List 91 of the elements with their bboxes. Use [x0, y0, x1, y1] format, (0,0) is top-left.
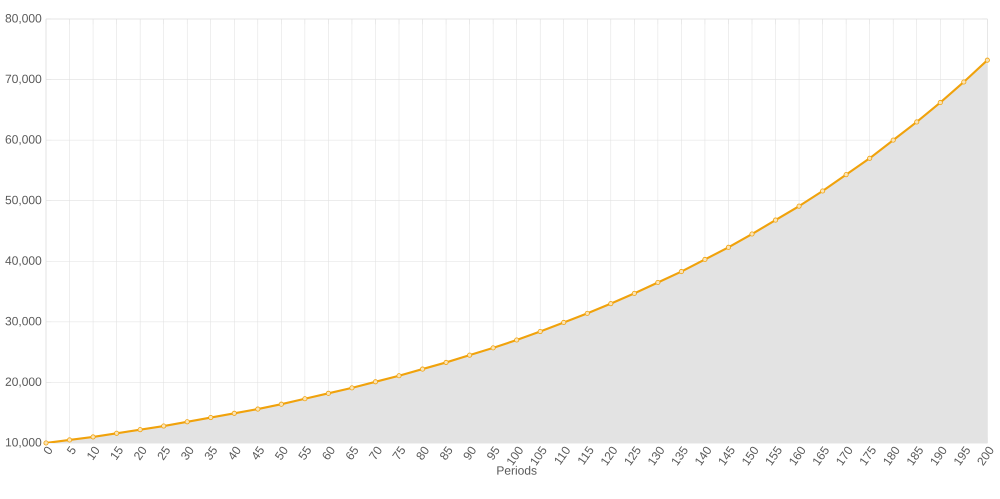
x-tick-label: 145	[719, 446, 734, 466]
point	[444, 360, 449, 365]
x-tick-label: 95	[487, 446, 500, 460]
x-tick-label: 20	[134, 446, 146, 460]
x-tick-label: 45	[252, 446, 264, 460]
x-tick-label: 190	[931, 446, 946, 466]
y-tick-label: 20,000	[6, 377, 42, 388]
point	[773, 218, 778, 223]
x-tick-label: 155	[766, 446, 782, 466]
point	[632, 290, 637, 296]
x-tick-label: 185	[908, 446, 923, 466]
y-tick-label: 80,000	[6, 14, 42, 24]
point	[867, 156, 872, 161]
x-tick-label: 175	[860, 446, 876, 466]
x-tick-label: 115	[578, 446, 594, 465]
x-tick-label: 125	[625, 446, 640, 466]
point	[255, 406, 260, 412]
point	[844, 172, 849, 178]
x-tick-label: 100	[507, 446, 523, 466]
x-tick-label: 5	[66, 446, 76, 454]
x-tick-label: 35	[204, 446, 217, 460]
point	[890, 138, 896, 143]
point	[302, 396, 308, 402]
x-tick-label: 195	[954, 446, 970, 466]
x-tick-label: 140	[696, 446, 711, 466]
x-tick-label: 110	[555, 446, 570, 465]
x-tick-label: 65	[346, 446, 358, 460]
y-tick-label: 50,000	[6, 196, 42, 206]
y-tick-label: 40,000	[5, 256, 42, 266]
point	[349, 385, 354, 390]
y-tick-label: 60,000	[6, 135, 42, 146]
x-tick-label: 130	[648, 446, 664, 466]
point	[820, 188, 826, 194]
x-tick-label: 90	[464, 446, 476, 460]
point	[138, 427, 143, 432]
point	[961, 79, 966, 85]
x-tick-label: 50	[274, 446, 288, 460]
point	[278, 402, 284, 407]
y-tick-label: 30,000	[6, 316, 42, 327]
point	[678, 269, 684, 274]
point	[796, 204, 802, 209]
x-tick-label: 160	[790, 446, 806, 466]
x-tick-label: 55	[298, 446, 311, 460]
point	[984, 58, 990, 63]
point	[326, 390, 331, 396]
x-tick-label: 60	[322, 446, 334, 460]
x-tick-label: 120	[602, 446, 617, 466]
point	[914, 119, 920, 124]
point	[420, 366, 426, 372]
x-tick-label: 0	[44, 446, 52, 454]
point	[726, 244, 731, 250]
x-tick-label: 85	[440, 446, 452, 460]
point	[114, 430, 120, 436]
x-tick-label: 30	[181, 446, 194, 460]
x-tick-label: 25	[158, 446, 170, 460]
point	[467, 352, 472, 358]
x-tick-label: 15	[111, 446, 123, 460]
x-tick-label: 80	[416, 446, 428, 460]
x-axis-title: Periods	[497, 466, 537, 475]
point	[702, 256, 708, 262]
x-tick-label: 180	[884, 446, 900, 466]
x-tick-label: 105	[530, 446, 546, 466]
x-tick-label: 170	[836, 446, 852, 466]
point	[184, 419, 190, 424]
y-tick-label: 10,000	[6, 438, 42, 448]
point	[561, 320, 566, 325]
point	[90, 434, 96, 440]
x-tick-label: 200	[978, 446, 994, 466]
point	[655, 280, 660, 286]
point	[372, 379, 378, 384]
x-tick-label: 70	[368, 446, 382, 460]
x-tick-label: 75	[392, 446, 405, 460]
point	[43, 440, 49, 446]
point	[608, 301, 614, 306]
x-tick-label: 135	[672, 446, 688, 466]
y-tick-label: 70,000	[6, 74, 42, 85]
x-tick-label: 150	[742, 446, 758, 466]
point	[490, 345, 496, 350]
x-tick-label: 10	[88, 446, 100, 460]
point	[538, 329, 543, 334]
point	[749, 231, 755, 237]
x-tick-label: 40	[229, 446, 240, 460]
point	[514, 337, 520, 343]
point	[208, 415, 214, 420]
point	[232, 410, 237, 416]
point	[584, 310, 590, 316]
point	[396, 373, 402, 378]
point	[67, 437, 72, 442]
point	[938, 100, 943, 106]
point	[161, 423, 166, 429]
x-tick-label: 165	[813, 446, 829, 466]
